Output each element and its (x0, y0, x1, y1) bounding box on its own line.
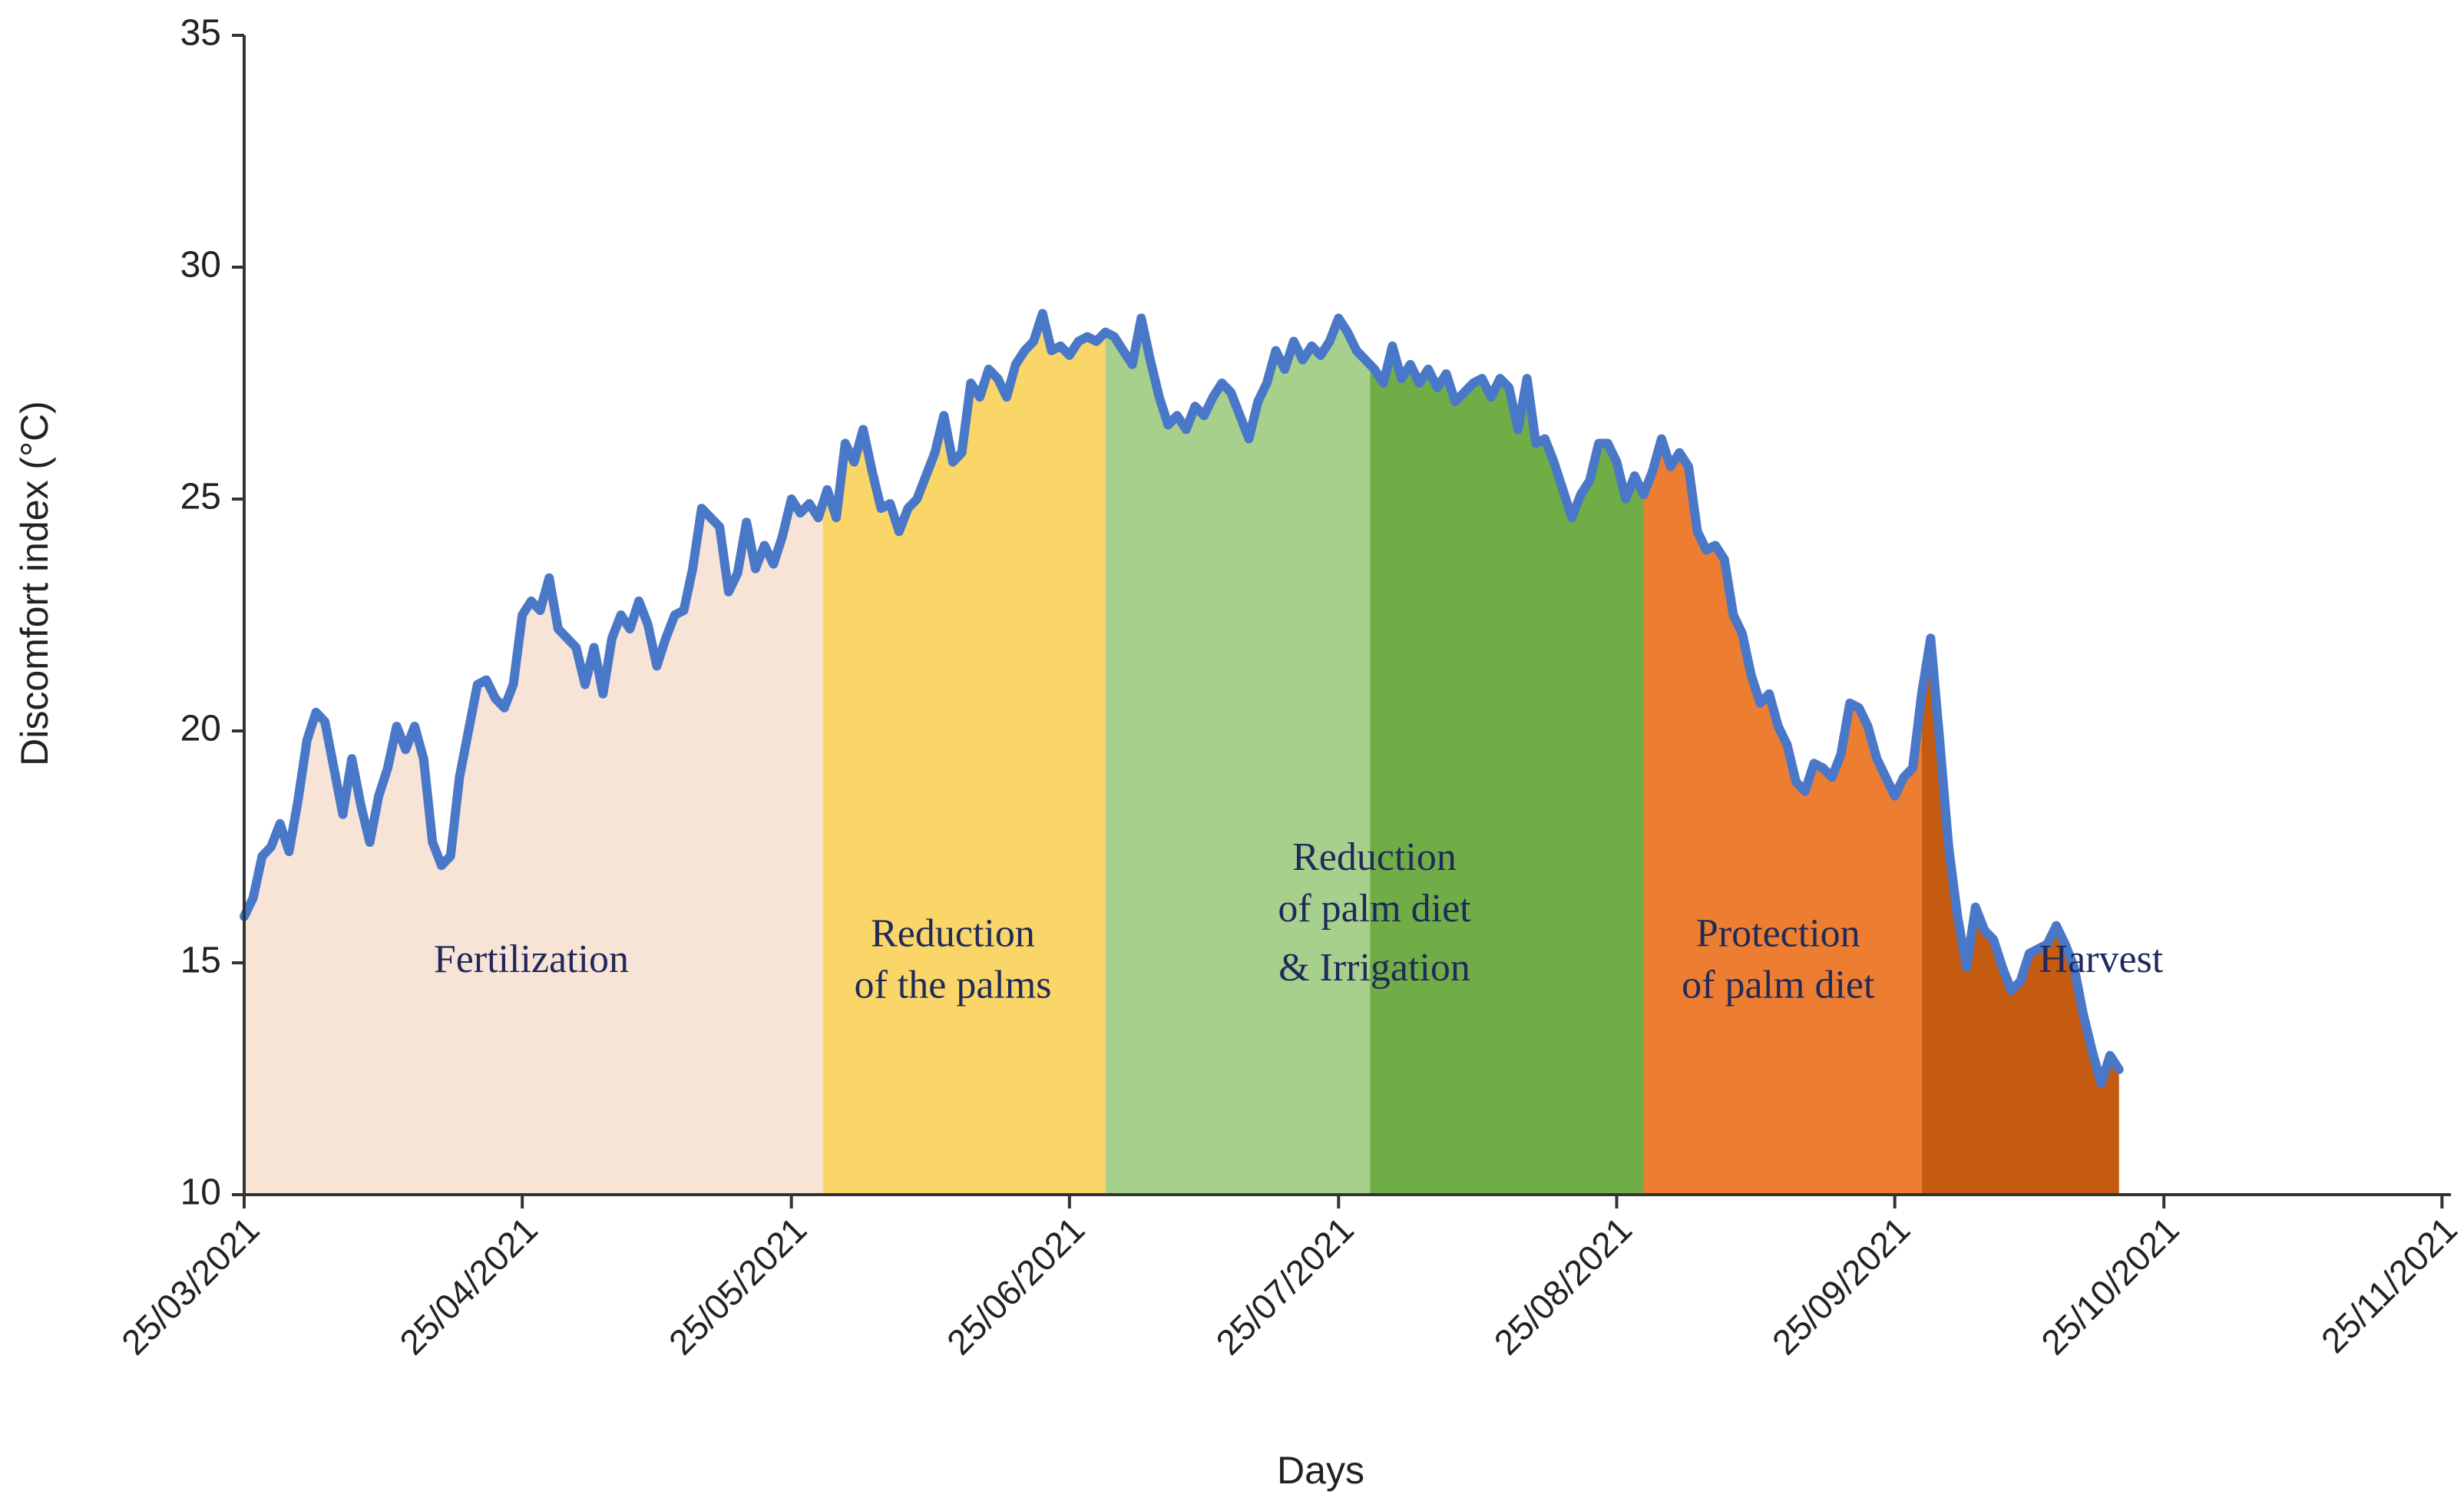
x-tick-label: 25/08/2021 (1487, 1209, 1640, 1363)
x-tick-label: 25/10/2021 (2033, 1209, 2187, 1363)
phase-bands (244, 313, 2119, 1195)
phase-band-fertilization (244, 499, 823, 1195)
axes (243, 35, 2451, 1196)
y-tick-label: 25 (180, 477, 221, 517)
y-tick-label: 20 (180, 709, 221, 749)
y-tick-label: 15 (180, 941, 221, 981)
phase-label-protection-diet: of palm diet (1682, 963, 1875, 1007)
series-line-discomfort-index (240, 309, 2124, 1088)
phase-band-reduction-diet-b (1370, 346, 1644, 1195)
phase-label-protection-diet: Protection (1696, 911, 1860, 955)
phase-band-reduction-palms (822, 313, 1106, 1195)
phase-labels: Fertilization Reduction of the palms Protec… (434, 835, 2164, 1007)
x-tick-label: 25/07/2021 (1208, 1209, 1361, 1363)
y-axis-title: Discomfort index (°C) (13, 401, 56, 766)
x-tick-label: 25/09/2021 (1764, 1209, 1918, 1363)
phase-band-harvest (1921, 638, 2119, 1195)
x-axis-title: Days (1277, 1449, 1364, 1492)
phase-band-reduction-diet-a (1105, 318, 1371, 1195)
y-tick-label: 10 (180, 1172, 221, 1213)
series-layer (240, 309, 2124, 1088)
y-tick-label: 35 (180, 13, 221, 54)
x-tick-label: 25/04/2021 (392, 1209, 545, 1363)
phase-label-reduction-palms: of the palms (854, 963, 1051, 1007)
x-tick-label: 25/06/2021 (939, 1209, 1093, 1363)
phase-label-reduction-diet-irrigation: Reduction (1292, 835, 1457, 879)
x-tick-label: 25/03/2021 (114, 1209, 267, 1363)
phase-label-reduction-diet-irrigation: & Irrigation (1278, 946, 1470, 990)
phase-band-protection-diet (1643, 438, 1922, 1195)
phase-label-fertilization: Fertilization (434, 937, 629, 981)
phase-label-reduction-palms: Reduction (871, 911, 1035, 955)
x-tick-label: 25/05/2021 (661, 1209, 815, 1363)
phase-label-harvest: Harvest (2039, 937, 2164, 981)
x-tick-label: 25/11/2021 (2314, 1209, 2464, 1361)
y-tick-label: 30 (180, 245, 221, 286)
phase-label-reduction-diet-irrigation: of palm diet (1278, 887, 1471, 931)
